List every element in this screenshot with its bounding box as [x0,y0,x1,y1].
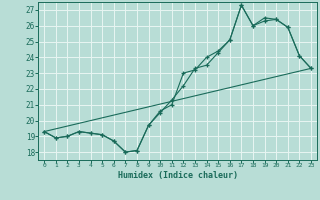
X-axis label: Humidex (Indice chaleur): Humidex (Indice chaleur) [118,171,238,180]
